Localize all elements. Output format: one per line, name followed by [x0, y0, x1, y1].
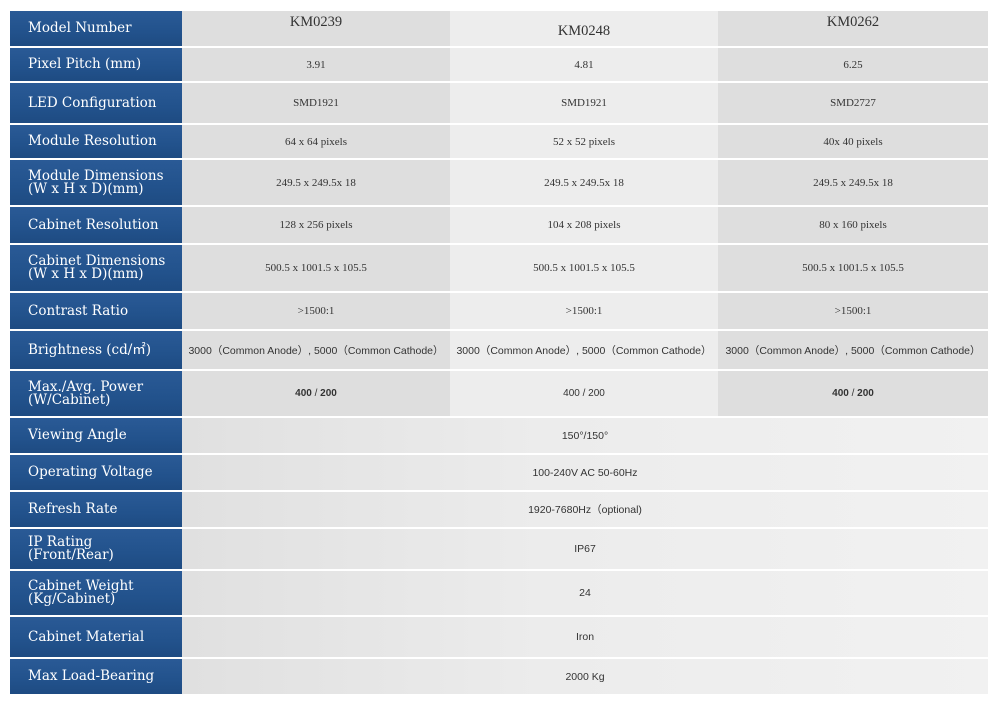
cell-value: 1920-7680Hz（optional) — [182, 492, 988, 529]
cell-value: >1500:1 — [450, 293, 718, 331]
cell-value: 52 x 52 pixels — [450, 125, 718, 160]
label-line: (W x H x D)(mm) — [28, 180, 144, 197]
model-name: KM0239 — [182, 11, 450, 48]
row-label: Cabinet Dimensions (W x H x D)(mm) — [10, 245, 182, 293]
cell-value: 400 / 200 — [450, 371, 718, 418]
row-label: Max./Avg. Power (W/Cabinet) — [10, 371, 182, 418]
label-line: Max./Avg. Power — [28, 378, 144, 395]
cell-value: 500.5 x 1001.5 x 105.5 — [450, 245, 718, 293]
table-row: Contrast Ratio >1500:1 >1500:1 >1500:1 — [10, 293, 988, 331]
row-label: Model Number — [10, 11, 182, 48]
cell-value: 128 x 256 pixels — [182, 207, 450, 245]
cell-value: 400 / 200 — [718, 371, 988, 418]
power-max: 400 — [832, 388, 849, 399]
table-row: Brightness (cd/㎡) 3000（Common Anode）, 50… — [10, 331, 988, 371]
row-label: Cabinet Resolution — [10, 207, 182, 245]
power-avg: 200 — [588, 388, 605, 399]
row-label: Brightness (cd/㎡) — [10, 331, 182, 371]
cell-value: 400 / 200 — [182, 371, 450, 418]
table-row: Max Load-Bearing 2000 Kg — [10, 659, 988, 696]
cell-value: 40x 40 pixels — [718, 125, 988, 160]
power-separator: / — [314, 388, 318, 399]
cell-value: 80 x 160 pixels — [718, 207, 988, 245]
row-label: Refresh Rate — [10, 492, 182, 529]
row-label: Module Resolution — [10, 125, 182, 160]
cell-value: 100-240V AC 50-60Hz — [182, 455, 988, 492]
row-label: Pixel Pitch (mm) — [10, 48, 182, 83]
cell-value: 3.91 — [182, 48, 450, 83]
label-line: Cabinet Dimensions — [28, 253, 166, 269]
row-label: LED Configuration — [10, 83, 182, 125]
row-label: Cabinet Material — [10, 617, 182, 659]
cell-value: 249.5 x 249.5x 18 — [182, 160, 450, 207]
row-label: IP Rating (Front/Rear) — [10, 529, 182, 571]
power-avg: 200 — [857, 388, 874, 399]
cell-value: 4.81 — [450, 48, 718, 83]
cell-value: Iron — [182, 617, 988, 659]
table-row: Operating Voltage 100-240V AC 50-60Hz — [10, 455, 988, 492]
cell-value: >1500:1 — [182, 293, 450, 331]
table-row: Model Number KM0239 KM0248 KM0262 — [10, 11, 988, 48]
model-name: KM0262 — [718, 11, 988, 48]
cell-value: SMD2727 — [718, 83, 988, 125]
label-line: (W x H x D)(mm) — [28, 266, 144, 282]
cell-value: 3000（Common Anode）, 5000（Common Cathode） — [718, 331, 988, 371]
cell-value: 249.5 x 249.5x 18 — [450, 160, 718, 207]
row-label: Cabinet Weight (Kg/Cabinet) — [10, 571, 182, 617]
label-line: Cabinet Weight — [28, 578, 134, 594]
cell-value: SMD1921 — [182, 83, 450, 125]
cell-value: 64 x 64 pixels — [182, 125, 450, 160]
table-row: Refresh Rate 1920-7680Hz（optional) — [10, 492, 988, 529]
cell-value: 3000（Common Anode）, 5000（Common Cathode） — [182, 331, 450, 371]
power-max: 400 — [563, 388, 580, 399]
cell-value: IP67 — [182, 529, 988, 571]
label-line: (W/Cabinet) — [28, 391, 111, 408]
cell-value: SMD1921 — [450, 83, 718, 125]
cell-value: 104 x 208 pixels — [450, 207, 718, 245]
cell-value: >1500:1 — [718, 293, 988, 331]
table-row: LED Configuration SMD1921 SMD1921 SMD272… — [10, 83, 988, 125]
table-row: Max./Avg. Power (W/Cabinet) 400 / 200 400… — [10, 371, 988, 418]
cell-value: 6.25 — [718, 48, 988, 83]
table-row: Cabinet Weight (Kg/Cabinet) 24 — [10, 571, 988, 617]
power-separator: / — [851, 388, 855, 399]
table-row: Cabinet Material Iron — [10, 617, 988, 659]
table-row: Module Resolution 64 x 64 pixels 52 x 52… — [10, 125, 988, 160]
table-row: Pixel Pitch (mm) 3.91 4.81 6.25 — [10, 48, 988, 83]
cell-value: 150°/150° — [182, 418, 988, 455]
model-name: KM0248 — [450, 11, 718, 48]
cell-value: 24 — [182, 571, 988, 617]
label-line: Module Dimensions — [28, 167, 164, 184]
table-row: Cabinet Dimensions (W x H x D)(mm) 500.5 … — [10, 245, 988, 293]
row-label: Module Dimensions (W x H x D)(mm) — [10, 160, 182, 207]
cell-value: 500.5 x 1001.5 x 105.5 — [718, 245, 988, 293]
row-label: Contrast Ratio — [10, 293, 182, 331]
label-line: (Kg/Cabinet) — [28, 591, 116, 607]
cell-value: 249.5 x 249.5x 18 — [718, 160, 988, 207]
table-row: Module Dimensions (W x H x D)(mm) 249.5 x… — [10, 160, 988, 207]
cell-value: 2000 Kg — [182, 659, 988, 696]
table-row: Cabinet Resolution 128 x 256 pixels 104 … — [10, 207, 988, 245]
table-row: IP Rating (Front/Rear) IP67 — [10, 529, 988, 571]
power-max: 400 — [295, 388, 312, 399]
spec-table: Model Number KM0239 KM0248 KM0262 Pixel … — [10, 11, 988, 696]
power-avg: 200 — [320, 388, 337, 399]
cell-value: 3000（Common Anode）, 5000（Common Cathode） — [450, 331, 718, 371]
table-row: Viewing Angle 150°/150° — [10, 418, 988, 455]
power-separator: / — [582, 388, 586, 399]
row-label: Operating Voltage — [10, 455, 182, 492]
row-label: Max Load-Bearing — [10, 659, 182, 696]
row-label: Viewing Angle — [10, 418, 182, 455]
cell-value: 500.5 x 1001.5 x 105.5 — [182, 245, 450, 293]
